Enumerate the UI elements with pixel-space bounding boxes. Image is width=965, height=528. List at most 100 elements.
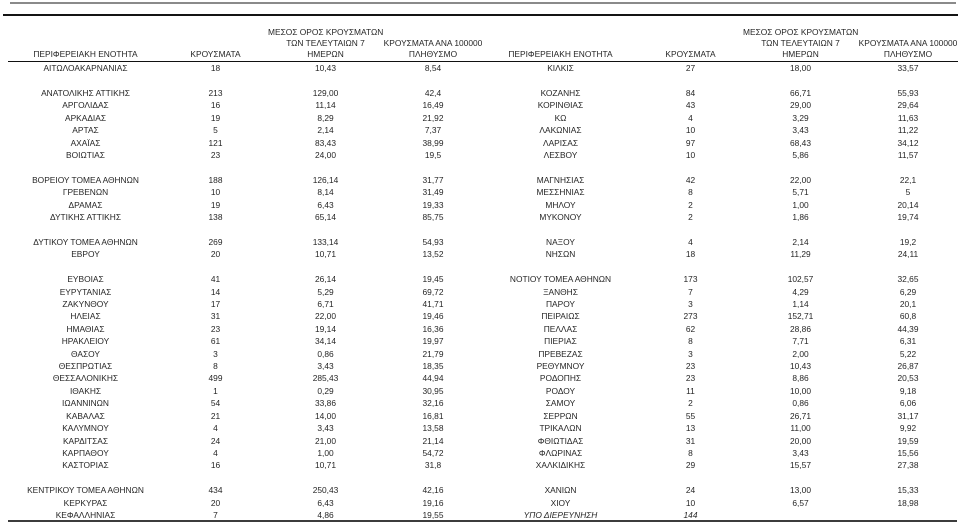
avg7-cell: 1,00 (317, 448, 334, 459)
cases-cell: 213 (208, 87, 223, 98)
avg7-cell: 250,43 (312, 485, 339, 496)
cases-cell: 499 (208, 373, 223, 384)
cases-cell: 43 (685, 100, 696, 111)
avg7-cell: 11,14 (315, 100, 336, 111)
table-row: ΘΕΣΠΡΩΤΙΑΣ 8 3,43 18,35 ΡΕΘΥΜΝΟΥ 23 10,43 26,87 (8, 360, 958, 372)
cases-cell: 16 (210, 100, 221, 111)
avg7-cell: 15,57 (790, 460, 811, 471)
avg7-cell: 6,57 (792, 497, 809, 508)
table-row: ΚΑΡΠΑΘΟΥ 4 1,00 54,72 ΦΛΩΡΙΝΑΣ 8 3,43 15,56 (8, 447, 958, 459)
region-cell: ΜΑΓΝΗΣΙΑΣ (536, 174, 585, 185)
table-row: ΙΩΑΝΝΙΝΩΝ 54 33,86 32,16 ΣΑΜΟΥ 2 0,86 6,06 (8, 397, 958, 409)
region-cell: ΦΘΙΩΤΙΔΑΣ (537, 435, 584, 446)
cases-cell: 13 (685, 423, 696, 434)
cases-cell: 29 (685, 460, 696, 471)
per100k-cell: 31,77 (422, 174, 444, 185)
cases-cell (638, 261, 743, 273)
region-cell: ΡΟΔΟΥ (545, 385, 576, 396)
cases-cell: 54 (210, 398, 221, 409)
table-row: ΕΒΡΟΥ 20 10,71 13,52 ΝΗΣΩΝ 18 11,29 24,11 (8, 248, 958, 260)
table-row: ΚΑΣΤΟΡΙΑΣ 16 10,71 31,8 ΧΑΛΚΙΔΙΚΗΣ 29 15,57 27,… (8, 459, 958, 471)
region-cell: ΜΥΚΟΝΟΥ (539, 212, 582, 223)
cases-cell: 11 (686, 385, 695, 396)
per100k-cell (858, 223, 958, 235)
col-header-region-left: ΠΕΡΙΦΕΡΕΙΑΚΗ ΕΝΟΤΗΤΑ (8, 16, 163, 62)
table-row (8, 472, 958, 484)
table-body: ΑΙΤΩΛΟΑΚΑΡΝΑΝΙΑΣ 18 10,43 8,54 ΚΙΛΚΙΣ 27 18,00… (8, 62, 958, 522)
region-cell: ΚΑΡΔΙΤΣΑΣ (62, 435, 109, 446)
per100k-cell: 41,71 (422, 298, 444, 309)
cases-cell: 8 (213, 361, 218, 372)
region-cell: ΚΕΝΤΡΙΚΟΥ ΤΟΜΕΑ ΑΘΗΝΩΝ (27, 485, 144, 496)
region-cell: ΡΟΔΟΠΗΣ (539, 373, 582, 384)
cases-cell: 4 (688, 236, 693, 247)
region-cell: ΠΙΕΡΙΑΣ (544, 336, 577, 347)
cases-cell: 2 (688, 212, 693, 223)
per100k-cell: 6,06 (899, 398, 917, 409)
region-cell: ΤΡΙΚΑΛΩΝ (539, 423, 582, 434)
col-header-cases-right: ΚΡΟΥΣΜΑΤΑ (638, 16, 743, 62)
avg7-cell: 8,86 (792, 373, 809, 384)
per100k-cell: 5 (905, 187, 911, 198)
cases-cell: 8 (688, 336, 693, 347)
avg7-cell: 4,86 (317, 510, 334, 521)
per100k-cell: 13,58 (422, 423, 444, 434)
avg7-cell: 20,00 (790, 435, 811, 446)
cases-cell: 3 (213, 348, 218, 359)
avg7-cell: 13,00 (790, 485, 811, 496)
table-row: ΒΟΡΕΙΟΥ ΤΟΜΕΑ ΑΘΗΝΩΝ 188 126,14 31,77 ΜΑΓΝΗΣ… (8, 174, 958, 186)
avg7-cell: 1,14 (792, 298, 809, 309)
region-cell: ΛΕΣΒΟΥ (543, 149, 578, 160)
region-cell: ΖΑΚΥΝΘΟΥ (62, 298, 109, 309)
per100k-cell (383, 223, 483, 235)
avg7-cell: 3,43 (792, 125, 809, 136)
table-row (8, 223, 958, 235)
per100k-cell: 85,75 (422, 212, 444, 223)
region-cell: ΣΕΡΡΩΝ (543, 410, 578, 421)
per100k-cell (858, 472, 958, 484)
region-cell: ΕΥΒΟΙΑΣ (67, 274, 104, 285)
per100k-cell: 19,59 (897, 435, 919, 446)
avg7-cell: 83,43 (315, 137, 336, 148)
avg7-cell: 3,43 (317, 423, 334, 434)
cases-cell: 5 (213, 125, 218, 136)
region-cell: ΣΑΜΟΥ (545, 398, 576, 409)
avg7-cell: 10,43 (315, 63, 336, 73)
top-gray-rule (10, 2, 956, 4)
cases-cell: 27 (685, 63, 696, 73)
avg7-cell: 7,71 (792, 336, 809, 347)
per100k-cell: 32,16 (422, 398, 444, 409)
table-row: ΑΡΚΑΔΙΑΣ 19 8,29 21,92 ΚΩ 4 3,29 11,63 (8, 112, 958, 124)
region-cell: ΘΕΣΣΑΛΟΝΙΚΗΣ (52, 373, 119, 384)
col-header-per100k-right: ΚΡΟΥΣΜΑΤΑ ΑΝΑ 100000 ΠΛΗΘΥΣΜΟ (858, 16, 958, 62)
region-cell (483, 223, 638, 235)
avg7-cell: 0,86 (317, 348, 334, 359)
per100k-cell: 54,93 (422, 236, 444, 247)
cases-cell: 18 (685, 249, 696, 260)
avg7-cell: 3,43 (317, 361, 334, 372)
cases-cell: 8 (688, 448, 693, 459)
cases-cell (163, 161, 268, 173)
region-cell (483, 261, 638, 273)
region-cell: ΑΡΤΑΣ (72, 125, 99, 136)
region-cell: ΜΗΛΟΥ (545, 199, 576, 210)
avg7-cell (743, 161, 858, 173)
region-cell: ΙΘΑΚΗΣ (69, 385, 102, 396)
avg7-cell: 10,71 (315, 460, 336, 471)
col-header-avg7-left: ΜΕΣΟΣ ΟΡΟΣ ΚΡΟΥΣΜΑΤΩΝ ΤΩΝ ΤΕΛΕΥΤΑΙΩΝ 7 Η… (268, 16, 383, 62)
per100k-cell: 7,37 (424, 125, 442, 136)
avg7-cell (268, 472, 383, 484)
per100k-cell: 18,98 (897, 497, 919, 508)
per100k-cell: 24,11 (897, 249, 919, 260)
region-cell: ΚΟΖΑΝΗΣ (540, 87, 581, 98)
cases-cell: 4 (213, 423, 218, 434)
table-row: ΕΥΒΟΙΑΣ 41 26,14 19,45 ΝΟΤΙΟΥ ΤΟΜΕΑ ΑΘΗΝΩΝ 17… (8, 273, 958, 285)
region-cell: ΚΑΡΠΑΘΟΥ (62, 448, 109, 459)
cases-cell: 21 (210, 410, 221, 421)
per100k-cell: 19,45 (422, 274, 444, 285)
region-cell (8, 261, 163, 273)
avg7-cell: 126,14 (312, 174, 339, 185)
region-cell: ΚΟΡΙΝΘΙΑΣ (537, 100, 584, 111)
per100k-cell: 31,8 (424, 460, 442, 471)
